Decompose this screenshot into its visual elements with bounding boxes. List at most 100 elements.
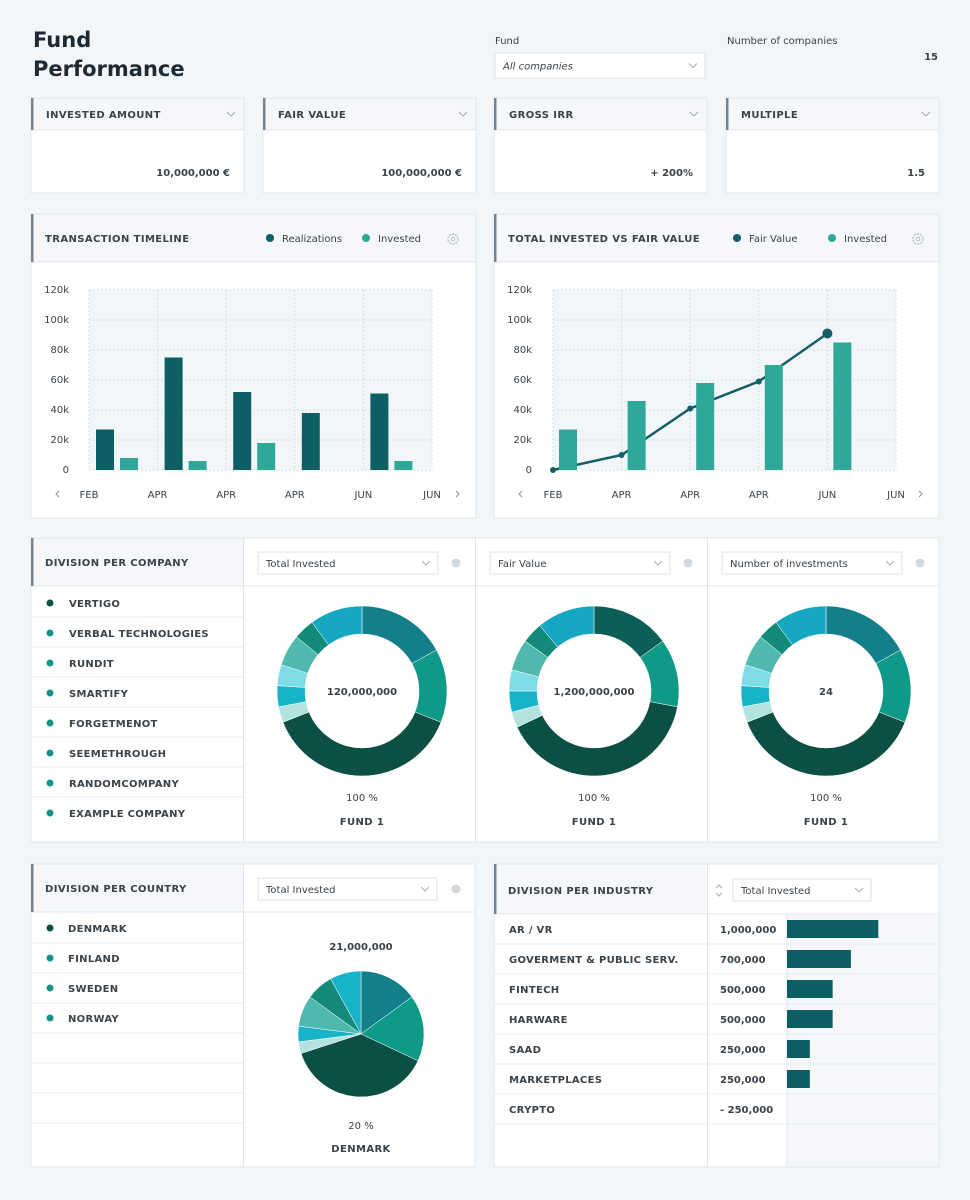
industry-name: MARKETPLACES	[509, 1075, 602, 1086]
company-dot	[46, 629, 54, 637]
settings-icon-hub	[915, 236, 921, 242]
y-tick-label: 60k	[50, 375, 69, 386]
company-dot	[46, 779, 54, 787]
bar	[370, 393, 389, 470]
chevron	[854, 887, 864, 893]
chart-title: TRANSACTION TIMELINE	[45, 234, 189, 245]
line-point	[550, 467, 556, 473]
y-tick-label: 120k	[44, 285, 69, 296]
metric-select[interactable]	[257, 551, 439, 575]
bar	[164, 357, 183, 470]
y-tick-label: 100k	[44, 315, 69, 326]
country-name: SWEDEN	[68, 984, 118, 995]
donut-label: FUND 1	[340, 817, 384, 828]
company-name: VERBAL TECHNOLOGIES	[69, 629, 209, 640]
industry-name: HARWARE	[509, 1015, 568, 1026]
panel-accent	[726, 98, 729, 130]
y-tick-label: 100k	[507, 315, 532, 326]
bar	[787, 980, 833, 998]
kpi-label: GROSS IRR	[509, 110, 574, 121]
panel-accent	[31, 538, 34, 586]
bar	[787, 1040, 810, 1058]
settings-icon[interactable]	[912, 233, 924, 245]
y-tick-label: 40k	[50, 405, 69, 416]
metric-select[interactable]	[257, 877, 438, 901]
metric-select[interactable]	[489, 551, 671, 575]
info-icon	[451, 558, 461, 568]
bar	[233, 392, 252, 470]
legend-label: Invested	[844, 234, 887, 245]
panel-title: DIVISION PER COUNTRY	[45, 884, 187, 895]
chevron	[689, 111, 699, 117]
company-name: EXAMPLE COMPANY	[69, 809, 186, 820]
pie-slice	[300, 1033, 419, 1098]
panel-header	[31, 864, 244, 913]
pie-label: DENMARK	[331, 1144, 391, 1155]
industry-name: SAAD	[509, 1045, 541, 1056]
x-tick-label: APR	[749, 490, 769, 501]
company-dot	[46, 599, 54, 607]
x-tick-label: JUN	[886, 490, 905, 501]
kpi-value: + 200%	[650, 168, 693, 179]
donut-footer: 100 %	[578, 793, 610, 804]
sort-icon[interactable]	[715, 884, 723, 897]
legend-label: Realizations	[282, 234, 342, 245]
industry-name: GOVERMENT & PUBLIC SERV.	[509, 955, 679, 966]
company-dot	[46, 719, 54, 727]
chevron	[421, 560, 431, 566]
chevron	[420, 886, 430, 892]
scroll-right[interactable]	[918, 490, 923, 498]
industry-value: 250,000	[720, 1075, 766, 1086]
legend-swatch	[266, 234, 274, 242]
industry-value: 1,000,000	[720, 925, 776, 936]
donut-segment	[311, 605, 363, 646]
company-name: RUNDIT	[69, 659, 114, 670]
metric-select[interactable]	[721, 551, 903, 575]
select-value: Total Invested	[265, 559, 336, 570]
x-tick-label: FEB	[80, 490, 99, 501]
settings-icon[interactable]	[447, 233, 459, 245]
fund-select[interactable]	[494, 52, 706, 79]
panel-accent	[31, 214, 34, 262]
panel-header	[263, 98, 476, 131]
pie-footer: 20 %	[348, 1121, 373, 1132]
select-value: All companies	[502, 62, 573, 73]
company-dot	[46, 749, 54, 757]
chevron	[921, 111, 931, 117]
panel	[30, 537, 940, 843]
line-point	[755, 378, 762, 385]
scroll-right[interactable]	[455, 490, 460, 498]
legend-label: Invested	[378, 234, 421, 245]
company-name: SEEMETHROUGH	[69, 749, 166, 760]
donut-footer: 100 %	[810, 793, 842, 804]
scroll-left[interactable]	[518, 490, 523, 498]
x-tick-label: APR	[216, 490, 236, 501]
panel-accent	[494, 864, 497, 914]
panel-accent	[494, 98, 497, 130]
panel-accent	[494, 214, 497, 262]
bar	[96, 429, 114, 470]
donut-segment	[282, 711, 442, 777]
info-icon	[683, 558, 693, 568]
settings-icon-hub	[450, 236, 456, 242]
bar	[301, 413, 320, 470]
line-point	[687, 405, 694, 412]
chart-title: TOTAL INVESTED VS FAIR VALUE	[508, 234, 700, 245]
industry-value: 500,000	[720, 985, 766, 996]
x-tick-label: APR	[680, 490, 700, 501]
panel-header	[494, 214, 939, 263]
scroll-left[interactable]	[55, 490, 60, 498]
company-dot	[46, 689, 54, 697]
bar	[696, 383, 715, 470]
chevron	[885, 560, 895, 566]
metric-select[interactable]	[732, 878, 872, 902]
y-tick-label: 0	[63, 465, 69, 476]
select-value: Fair Value	[498, 559, 547, 570]
bar	[833, 342, 852, 470]
select-value: Total Invested	[265, 885, 336, 896]
y-tick-label: 20k	[513, 435, 532, 446]
country-dot	[46, 984, 54, 992]
industry-name: AR / VR	[509, 925, 553, 936]
